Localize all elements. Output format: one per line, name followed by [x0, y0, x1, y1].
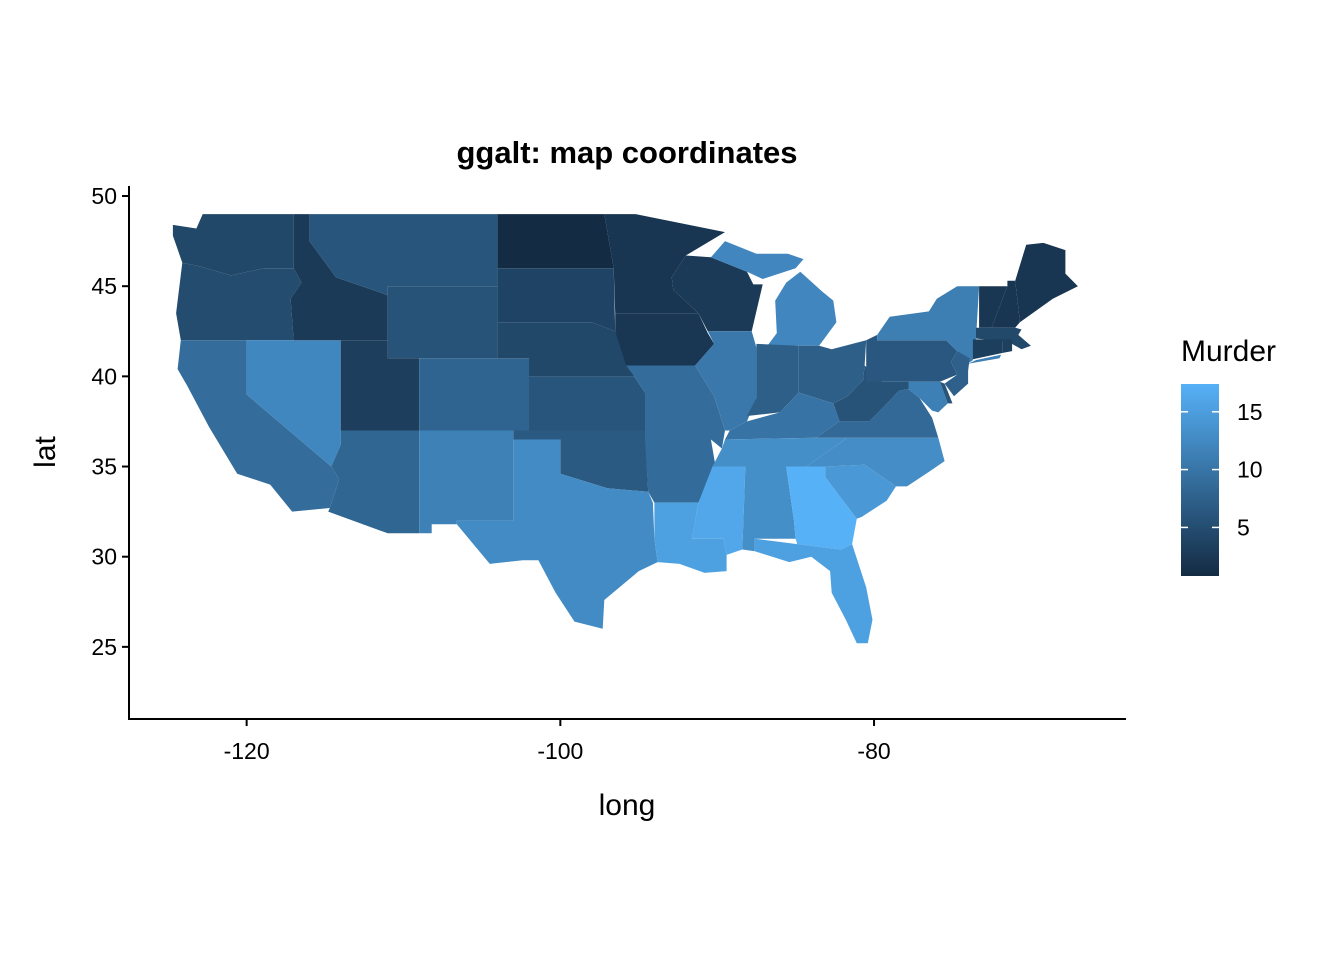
state-virginia: [816, 389, 939, 438]
state-illinois: [695, 331, 757, 431]
state-nebraska: [497, 322, 635, 377]
state-massachusetts: [976, 327, 1031, 350]
legend-tick-label: 5: [1237, 514, 1250, 540]
x-tick-label: -80: [857, 738, 890, 764]
state-arkansas: [645, 439, 716, 503]
state-new-mexico: [419, 430, 514, 534]
x-tick-label: -100: [537, 738, 583, 764]
x-axis-ticks: -120 -100 -80: [224, 719, 891, 764]
state-california: [177, 340, 340, 512]
state-delaware: [939, 381, 953, 404]
legend-tick-label: 15: [1237, 399, 1263, 425]
state-louisiana: [654, 502, 727, 573]
state-oklahoma: [513, 430, 649, 492]
state-kansas: [529, 376, 645, 431]
state-wisconsin: [671, 255, 763, 332]
state-long-island: [968, 354, 1002, 364]
x-axis-title: long: [599, 789, 656, 822]
state-maine: [1015, 242, 1078, 323]
state-minnesota: [604, 214, 725, 314]
state-michigan: [767, 271, 837, 346]
state-texas: [456, 439, 658, 629]
state-rhode-island: [1002, 339, 1013, 353]
legend-title: Murder: [1181, 335, 1276, 368]
chart-title: ggalt: map coordinates: [456, 135, 797, 170]
state-new-york: [877, 286, 980, 366]
state-utah: [340, 340, 420, 431]
state-west-virginia: [833, 365, 909, 422]
y-axis-title: lat: [29, 435, 62, 467]
state-michigan-up: [710, 241, 804, 279]
state-pennsylvania: [866, 334, 958, 382]
state-south-carolina: [825, 464, 896, 519]
y-tick-label: 45: [91, 273, 117, 299]
state-oregon: [176, 262, 302, 341]
state-florida: [754, 538, 873, 644]
x-tick-label: -120: [224, 738, 270, 764]
y-tick-label: 35: [91, 454, 117, 480]
state-idaho: [290, 214, 388, 341]
state-colorado: [419, 358, 529, 431]
state-ohio: [798, 340, 867, 404]
y-tick-label: 25: [91, 634, 117, 660]
legend-ticks: 5 10 15: [1181, 399, 1263, 540]
color-legend: Murder 5 10 15: [1181, 335, 1276, 576]
state-south-dakota: [497, 268, 616, 332]
state-missouri: [626, 365, 725, 449]
state-mississippi: [692, 466, 746, 555]
y-tick-label: 50: [91, 183, 117, 209]
state-nevada: [246, 340, 341, 467]
y-axis-ticks: 25 30 35 40 45 50: [91, 183, 129, 660]
y-tick-label: 40: [91, 363, 117, 389]
state-vermont: [979, 286, 1008, 328]
state-kentucky: [725, 392, 840, 440]
state-new-jersey: [944, 351, 970, 397]
state-regions: [172, 214, 1078, 644]
legend-colorbar: [1181, 384, 1219, 576]
y-tick-label: 30: [91, 544, 117, 570]
state-new-hampshire: [991, 280, 1020, 328]
state-washington: [172, 214, 294, 276]
state-north-carolina: [806, 437, 945, 487]
state-iowa: [615, 313, 715, 366]
state-wyoming: [387, 286, 498, 359]
legend-tick-label: 10: [1237, 457, 1263, 483]
state-georgia: [786, 466, 857, 550]
state-indiana: [747, 343, 799, 416]
state-tennessee: [712, 437, 848, 467]
state-alabama: [742, 466, 796, 552]
state-arizona: [328, 430, 420, 534]
state-connecticut: [972, 339, 1003, 360]
state-north-dakota: [497, 214, 614, 269]
state-montana: [309, 214, 498, 296]
state-maryland: [881, 381, 948, 413]
